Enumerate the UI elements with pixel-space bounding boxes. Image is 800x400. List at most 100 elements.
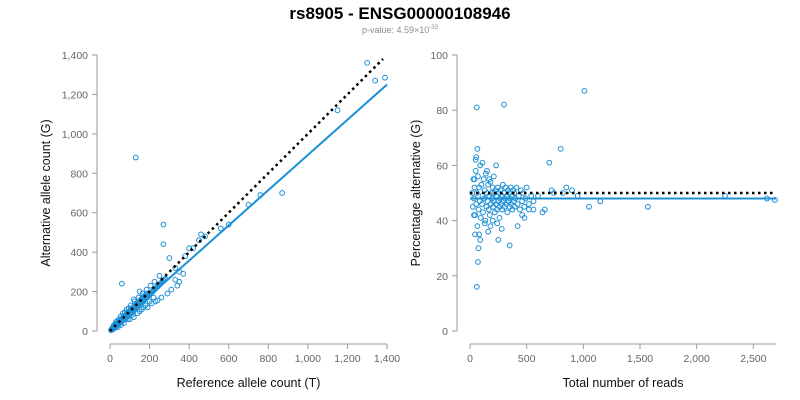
data-point [148, 300, 155, 307]
y-tick-label: 80 [436, 105, 448, 117]
y-tick-label: 600 [70, 208, 88, 220]
data-point [504, 209, 511, 216]
x-tick-label: 1,400 [374, 353, 400, 365]
data-point [469, 203, 476, 210]
data-point [494, 220, 501, 227]
scatter-panel-percentage: 0 500 1,000 1,500 2,000 2,500 0 20 40 60 80 100 Tota… [409, 50, 778, 390]
data-point [482, 170, 489, 177]
data-point [511, 190, 518, 196]
data-point [486, 176, 493, 183]
data-point [479, 201, 485, 207]
data-point [156, 272, 163, 279]
y-tick-label: 60 [436, 160, 448, 172]
data-point [143, 286, 150, 293]
data-point [771, 197, 778, 203]
data-point [166, 255, 173, 261]
fit-line [109, 83, 388, 332]
data-point [645, 203, 651, 210]
data-point [474, 145, 481, 152]
data-point [487, 179, 494, 185]
x-tick-label: 2,500 [740, 353, 766, 365]
p-value-exponent: -33 [429, 25, 438, 31]
x-tick-label: 200 [141, 353, 159, 365]
chart-title: rs8905 - ENSG00000108946 [289, 4, 511, 23]
x-tick-label: 800 [260, 353, 278, 365]
data-point [475, 245, 482, 252]
data-point [475, 206, 482, 213]
data-point [486, 212, 493, 218]
x-tick-label: 400 [180, 353, 198, 365]
data-point [521, 214, 528, 221]
data-point [516, 206, 523, 213]
y-axis-title: Alternative allele count (G) [39, 119, 53, 266]
y-tick-label: 0 [442, 326, 448, 338]
y-tick-label: 1,400 [62, 50, 88, 62]
data-point [479, 159, 486, 166]
data-point [279, 190, 286, 196]
data-point [124, 316, 131, 323]
data-point [382, 74, 388, 81]
data-point [144, 304, 151, 311]
data-point [490, 173, 497, 180]
data-point [541, 206, 548, 213]
data-point [372, 77, 379, 84]
x-tick-label: 1,000 [295, 353, 321, 365]
data-point [364, 59, 371, 66]
data-point [495, 237, 502, 243]
data-point [487, 223, 494, 230]
data-point [480, 176, 487, 183]
data-point [514, 201, 521, 207]
data-point [514, 223, 521, 230]
data-point [334, 107, 341, 114]
data-point [176, 278, 183, 285]
data-point [477, 237, 484, 243]
data-point [474, 223, 481, 230]
x-tick-label: 600 [220, 353, 238, 365]
data-point [160, 221, 167, 228]
data-point [484, 168, 490, 174]
data-point [501, 101, 507, 108]
data-point [526, 206, 532, 213]
p-value-text: p-value: 4.59×10 [362, 25, 430, 35]
y-tick-label: 1,000 [62, 129, 88, 141]
y-tick-label: 0 [82, 326, 88, 338]
data-point [498, 225, 505, 232]
y-tick-label: 20 [436, 271, 448, 283]
x-tick-label: 2,000 [684, 353, 710, 365]
data-point [597, 198, 604, 205]
y-tick-label: 1,200 [62, 89, 88, 101]
x-tick-label: 0 [107, 353, 113, 365]
data-point [473, 283, 480, 290]
data-point [481, 220, 488, 227]
data-point [472, 168, 479, 174]
data-point [180, 270, 187, 277]
x-tick-label: 500 [518, 353, 536, 365]
data-point [471, 176, 478, 183]
data-point [475, 259, 481, 265]
data-point [136, 308, 143, 315]
data-point [147, 282, 154, 289]
data-point [489, 184, 496, 191]
data-point [476, 231, 482, 238]
data-point [164, 290, 171, 297]
data-point [168, 286, 175, 293]
data-point [140, 304, 147, 311]
data-point [475, 173, 481, 180]
data-point [130, 296, 137, 303]
data-point [526, 201, 532, 207]
data-point [471, 212, 477, 218]
data-point [473, 201, 480, 207]
data-point [557, 145, 564, 152]
data-point [118, 280, 125, 287]
data-point [151, 278, 158, 285]
data-point [478, 181, 485, 188]
data-point [523, 184, 530, 191]
data-point [126, 316, 133, 323]
data-point [482, 217, 489, 224]
data-point [499, 181, 506, 188]
data-point [477, 214, 484, 221]
x-tick-label: 1,500 [627, 353, 653, 365]
scatter-panel-allele-counts: 0 200 400 600 800 1,000 1,200 1,400 0 200 400 600 80… [39, 50, 400, 390]
chart-subtitle: p-value: 4.59×10-33 [0, 25, 800, 35]
data-point [581, 87, 588, 94]
